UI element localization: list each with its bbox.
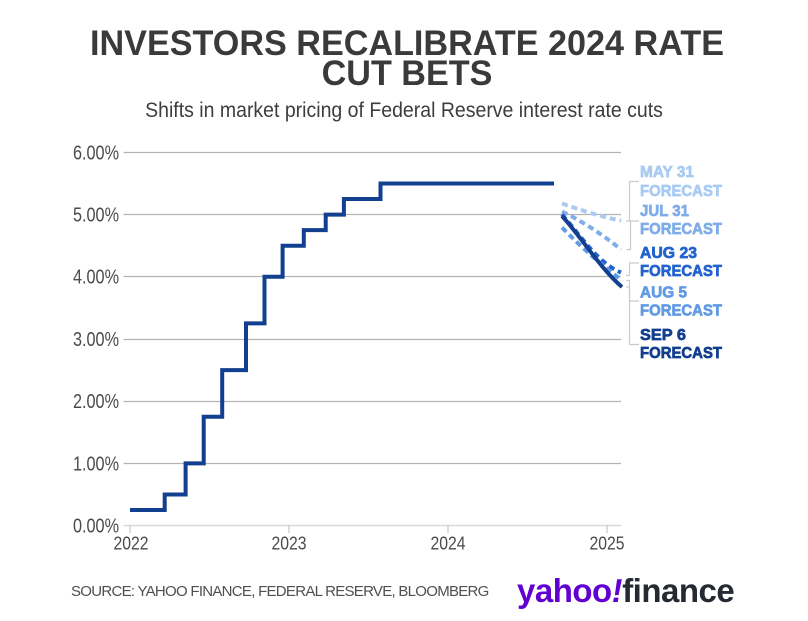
svg-text:AUG 23: AUG 23 (640, 245, 697, 262)
svg-text:2022: 2022 (114, 534, 149, 554)
svg-text:FORECAST: FORECAST (640, 221, 722, 238)
svg-text:2025: 2025 (590, 534, 625, 554)
svg-text:SEP 6: SEP 6 (640, 327, 686, 344)
svg-text:6.00%: 6.00% (73, 142, 119, 164)
svg-text:2024: 2024 (431, 534, 466, 554)
svg-text:FORECAST: FORECAST (640, 183, 722, 200)
svg-text:1.00%: 1.00% (73, 453, 119, 475)
svg-text:3.00%: 3.00% (73, 329, 119, 351)
svg-text:FORECAST: FORECAST (640, 302, 722, 319)
svg-text:AUG 5: AUG 5 (640, 284, 687, 301)
svg-text:FORECAST: FORECAST (640, 263, 722, 280)
svg-text:0.00%: 0.00% (73, 516, 119, 538)
svg-text:2023: 2023 (272, 534, 307, 554)
svg-text:FORECAST: FORECAST (640, 345, 722, 362)
svg-text:MAY 31: MAY 31 (640, 164, 694, 181)
svg-text:2.00%: 2.00% (73, 391, 119, 413)
svg-text:4.00%: 4.00% (73, 267, 119, 289)
svg-text:JUL 31: JUL 31 (640, 203, 689, 220)
svg-text:5.00%: 5.00% (73, 205, 119, 227)
